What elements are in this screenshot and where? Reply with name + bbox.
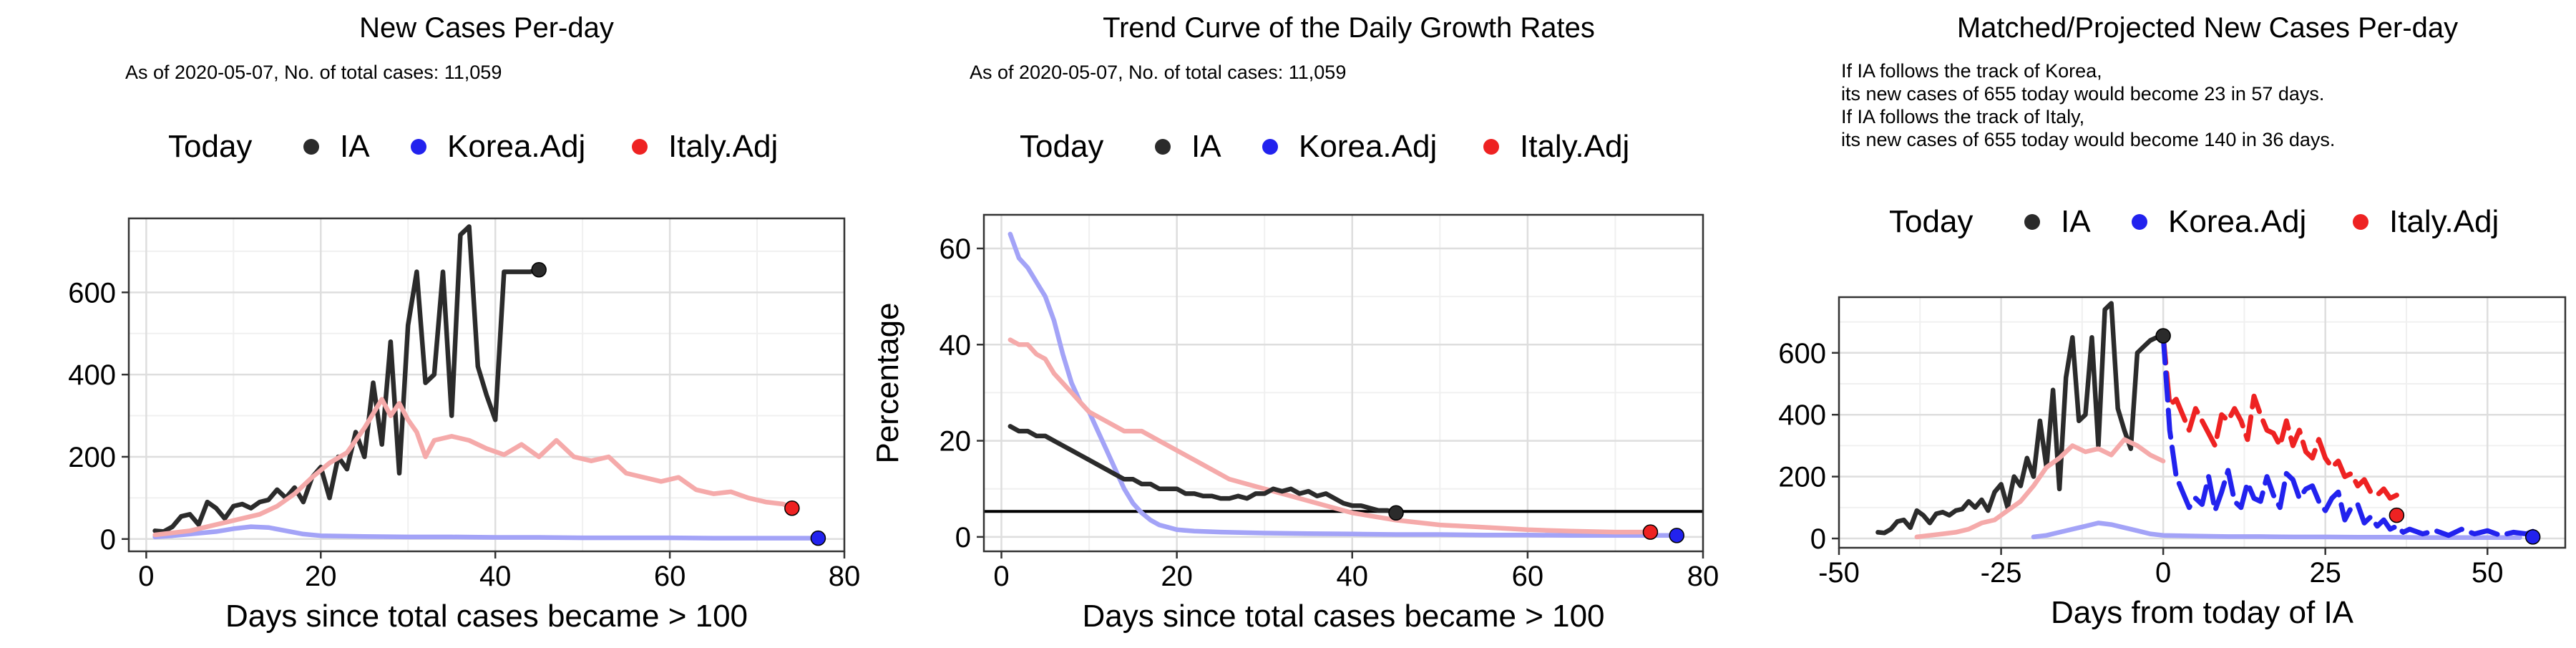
today-point-ia bbox=[531, 262, 547, 278]
legend-key-0 bbox=[303, 139, 319, 155]
y-tick-label: 40 bbox=[940, 329, 972, 361]
legend-label: IA bbox=[2061, 204, 2091, 239]
y-tick-label: 600 bbox=[68, 277, 116, 309]
series-line-italy-adj bbox=[152, 397, 795, 538]
x-tick-label: 60 bbox=[654, 561, 686, 592]
series-line-italy-adj-projected- bbox=[2160, 333, 2399, 501]
legend-key-2 bbox=[1483, 139, 1499, 155]
plot-background bbox=[129, 218, 844, 551]
chart-title: New Cases Per-day bbox=[359, 12, 614, 44]
y-tick-label: 200 bbox=[68, 442, 116, 473]
x-tick-label: 25 bbox=[2309, 557, 2341, 589]
series-line-italy-adj-past- bbox=[1914, 437, 2166, 540]
y-axis-label: Percentage bbox=[870, 302, 905, 463]
y-tick-label: 600 bbox=[1778, 338, 1826, 369]
series-line-korea-adj-past- bbox=[2031, 521, 2522, 540]
chart-legend: Today IA Korea.Adj Italy.Adj bbox=[168, 129, 778, 164]
legend-key-1 bbox=[2132, 214, 2147, 230]
chart-legend: Today IA Korea.Adj Italy.Adj bbox=[1889, 204, 2499, 239]
series-line-ia bbox=[1008, 424, 1399, 516]
plot-border bbox=[127, 217, 846, 553]
chart-panel-1: New Cases Per-day As of 2020-05-07, No. o… bbox=[68, 12, 860, 634]
today-point-italy-adj bbox=[2389, 507, 2405, 523]
plot-background bbox=[984, 215, 1703, 551]
series-line-korea-adj bbox=[152, 524, 821, 541]
plot-border bbox=[1838, 296, 2567, 549]
today-point-italy-adj bbox=[784, 500, 800, 516]
chart-legend: Today IA Korea.Adj Italy.Adj bbox=[1020, 129, 1629, 164]
chart-subtitle-line: If IA follows the track of Korea, bbox=[1841, 60, 2102, 82]
x-tick-label: -50 bbox=[1818, 557, 1860, 589]
legend-key-1 bbox=[411, 139, 426, 155]
legend-key-0 bbox=[1155, 139, 1171, 155]
today-point-italy-adj bbox=[1642, 524, 1659, 540]
plot-area bbox=[127, 217, 846, 553]
x-axis-label: Days from today of IA bbox=[2051, 595, 2354, 630]
y-tick-label: 20 bbox=[940, 426, 972, 458]
legend-label: Korea.Adj bbox=[2168, 204, 2306, 239]
x-axis-label: Days since total cases became > 100 bbox=[1082, 599, 1604, 634]
x-tick-label: 40 bbox=[1337, 561, 1369, 592]
series-line-korea-adj bbox=[1008, 231, 1679, 538]
legend-key-0 bbox=[2024, 214, 2040, 230]
x-axis-label: Days since total cases became > 100 bbox=[225, 599, 748, 634]
legend-label: Italy.Adj bbox=[2389, 204, 2499, 239]
legend-key-2 bbox=[632, 139, 648, 155]
x-tick-label: 60 bbox=[1512, 561, 1544, 592]
chart-subtitle: As of 2020-05-07, No. of total cases: 11… bbox=[970, 62, 1346, 83]
y-tick-label: 400 bbox=[1778, 400, 1826, 431]
chart-panel-2: Trend Curve of the Daily Growth Rates As … bbox=[870, 12, 1719, 634]
chart-subtitle-line: its new cases of 655 today would become … bbox=[1841, 129, 2335, 150]
series-line-ia bbox=[1875, 301, 2166, 536]
legend-title: Today bbox=[168, 129, 252, 164]
x-tick-label: 40 bbox=[479, 561, 512, 592]
legend-label: Korea.Adj bbox=[447, 129, 585, 164]
legend-title: Today bbox=[1020, 129, 1103, 164]
today-point-korea-adj bbox=[810, 530, 826, 546]
chart-subtitle-line: If IA follows the track of Italy, bbox=[1841, 106, 2084, 127]
legend-title: Today bbox=[1889, 204, 1973, 239]
y-tick-label: 0 bbox=[100, 524, 116, 556]
series-line-ia bbox=[152, 224, 542, 534]
legend-label: Korea.Adj bbox=[1299, 129, 1437, 164]
legend-key-2 bbox=[2353, 214, 2368, 230]
x-tick-label: 0 bbox=[993, 561, 1009, 592]
chart-title: Trend Curve of the Daily Growth Rates bbox=[1103, 12, 1595, 44]
legend-key-1 bbox=[1262, 139, 1278, 155]
chart-subtitle: As of 2020-05-07, No. of total cases: 11… bbox=[125, 62, 502, 83]
plot-area bbox=[1838, 296, 2567, 549]
chart-subtitle-line: its new cases of 655 today would become … bbox=[1841, 83, 2324, 105]
x-tick-label: -25 bbox=[1981, 557, 2022, 589]
today-point-ia bbox=[1388, 505, 1404, 521]
y-tick-label: 400 bbox=[68, 359, 116, 391]
legend-label: IA bbox=[1191, 129, 1221, 164]
chart-panel-3: Matched/Projected New Cases Per-day If IA… bbox=[1778, 12, 2567, 630]
y-tick-label: 0 bbox=[1810, 523, 1826, 555]
y-tick-label: 60 bbox=[940, 233, 972, 265]
x-tick-label: 20 bbox=[1161, 561, 1193, 592]
today-point-korea-adj bbox=[1669, 528, 1684, 543]
plot-area bbox=[982, 213, 1704, 553]
today-point-ia bbox=[2155, 328, 2171, 344]
legend-label: Italy.Adj bbox=[668, 129, 778, 164]
x-tick-label: 50 bbox=[2472, 557, 2504, 589]
x-tick-label: 20 bbox=[305, 561, 337, 592]
legend-label: IA bbox=[340, 129, 370, 164]
y-tick-label: 200 bbox=[1778, 462, 1826, 493]
chart-title: Matched/Projected New Cases Per-day bbox=[1957, 12, 2458, 44]
x-tick-label: 80 bbox=[829, 561, 861, 592]
x-tick-label: 0 bbox=[2155, 557, 2171, 589]
legend-label: Italy.Adj bbox=[1520, 129, 1629, 164]
series-line-italy-adj bbox=[1008, 337, 1653, 535]
y-tick-label: 0 bbox=[955, 522, 971, 553]
today-point-korea-adj bbox=[2524, 529, 2541, 545]
plot-border bbox=[982, 213, 1704, 553]
x-tick-label: 0 bbox=[138, 561, 154, 592]
x-tick-label: 80 bbox=[1687, 561, 1719, 592]
series-line-korea-adj-projected- bbox=[2160, 333, 2536, 538]
